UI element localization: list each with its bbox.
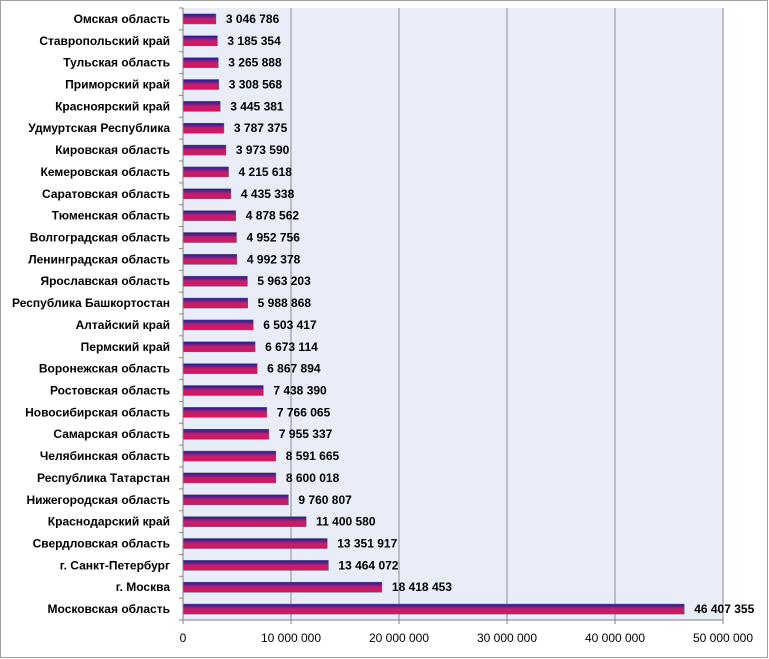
category-label: Новосибирская область: [25, 405, 170, 419]
bar: [182, 35, 218, 47]
category-label: Челябинская область: [40, 449, 170, 463]
category-label: Тюменская область: [52, 209, 170, 223]
data-label: 11 400 580: [316, 515, 376, 529]
data-label: 13 464 072: [338, 558, 398, 572]
x-tick-label: 30 000 000: [477, 631, 537, 645]
category-label: Ленинградская область: [28, 252, 170, 266]
data-label: 4 215 618: [239, 165, 293, 179]
category-label: Свердловская область: [33, 537, 170, 551]
bar: [182, 122, 225, 134]
bar: [182, 101, 221, 112]
bar: [182, 472, 277, 484]
data-label: 3 973 590: [236, 143, 290, 157]
data-label: 3 308 568: [229, 78, 283, 92]
bar: [182, 13, 217, 25]
x-tick-label: 10 000 000: [261, 631, 321, 645]
bar: [182, 254, 238, 265]
x-tick-label: 0: [180, 631, 187, 645]
category-label: Пермский край: [81, 340, 170, 354]
category-label: Республика Башкортостан: [12, 296, 170, 310]
bar: [182, 428, 270, 440]
x-tick-label: 20 000 000: [369, 631, 429, 645]
data-label: 18 418 453: [392, 580, 452, 594]
bar: [182, 166, 229, 178]
bar: [182, 275, 248, 287]
category-label: Самарская область: [53, 427, 170, 441]
bar: [182, 319, 254, 331]
data-label: 8 600 018: [286, 471, 340, 485]
value-labels: 3 046 786 3 185 354 3 265 888 3 308 568 3 44…: [226, 12, 755, 616]
bar: [182, 341, 256, 353]
bar: [182, 79, 219, 90]
bar: [182, 603, 685, 615]
axes: [179, 7, 724, 624]
bar: [182, 450, 277, 462]
category-label: Кировская область: [55, 143, 170, 157]
category-label: Саратовская область: [42, 187, 170, 201]
data-label: 5 963 203: [257, 274, 311, 288]
category-label: Республика Татарстан: [37, 471, 170, 485]
x-tick-labels: 0 10 000 000 20 000 000 30 000 000 40 000 00…: [180, 631, 754, 645]
bar: [182, 144, 227, 156]
bar: [182, 538, 328, 549]
category-label: Воронежская область: [39, 362, 170, 376]
data-label: 6 867 894: [267, 362, 321, 376]
category-label: Краснодарский край: [48, 515, 170, 529]
data-label: 3 185 354: [227, 34, 281, 48]
x-tick-label: 50 000 000: [693, 631, 753, 645]
data-label: 4 878 562: [246, 209, 300, 223]
category-label: г. Санкт-Петербург: [60, 558, 170, 572]
category-label: Красноярский край: [55, 99, 170, 113]
bar: [182, 407, 268, 418]
data-label: 7 438 390: [273, 384, 327, 398]
category-label: Московская область: [48, 602, 170, 616]
category-label: Ярославская область: [40, 274, 170, 288]
category-label: Алтайский край: [76, 318, 170, 332]
data-label: 3 787 375: [234, 121, 288, 135]
data-label: 6 503 417: [263, 318, 317, 332]
bar: [182, 188, 232, 200]
data-label: 6 673 114: [265, 340, 318, 354]
data-label: 8 591 665: [286, 449, 340, 463]
category-label: Нижегородская область: [26, 493, 170, 507]
category-label: Тульская область: [63, 56, 170, 70]
data-label: 3 046 786: [226, 12, 280, 26]
category-label: Ростовская область: [50, 384, 170, 398]
bar: [182, 516, 307, 527]
bar: [182, 232, 237, 243]
data-label: 4 992 378: [247, 252, 301, 266]
category-label: Омская область: [74, 12, 170, 26]
gridlines: [290, 8, 724, 620]
category-label: Волгоградская область: [30, 231, 170, 245]
data-label: 13 351 917: [337, 537, 397, 551]
bar: [182, 560, 329, 571]
bar: [182, 581, 383, 593]
bar: [182, 210, 236, 221]
data-label: 7 766 065: [277, 405, 331, 419]
bar: [182, 363, 258, 374]
data-label: 46 407 355: [694, 602, 754, 616]
x-tick-label: 40 000 000: [585, 631, 645, 645]
data-label: 3 445 381: [230, 99, 284, 113]
category-label: Кемеровская область: [41, 165, 171, 179]
data-label: 5 988 868: [258, 296, 312, 310]
data-label: 4 435 338: [241, 187, 295, 201]
category-labels: Омская область Ставропольский край Тульска…: [12, 12, 170, 616]
bar: [182, 57, 219, 68]
category-label: Приморский край: [65, 78, 170, 92]
category-label: Удмуртская Республика: [28, 121, 170, 135]
bar: [182, 494, 289, 506]
category-label: Ставропольский край: [39, 34, 170, 48]
data-label: 3 265 888: [228, 56, 282, 70]
data-label: 9 760 807: [298, 493, 352, 507]
data-label: 7 955 337: [279, 427, 333, 441]
bar: [182, 385, 264, 396]
category-label: г. Москва: [116, 580, 171, 594]
data-label: 4 952 756: [246, 231, 300, 245]
bar: [182, 297, 248, 309]
